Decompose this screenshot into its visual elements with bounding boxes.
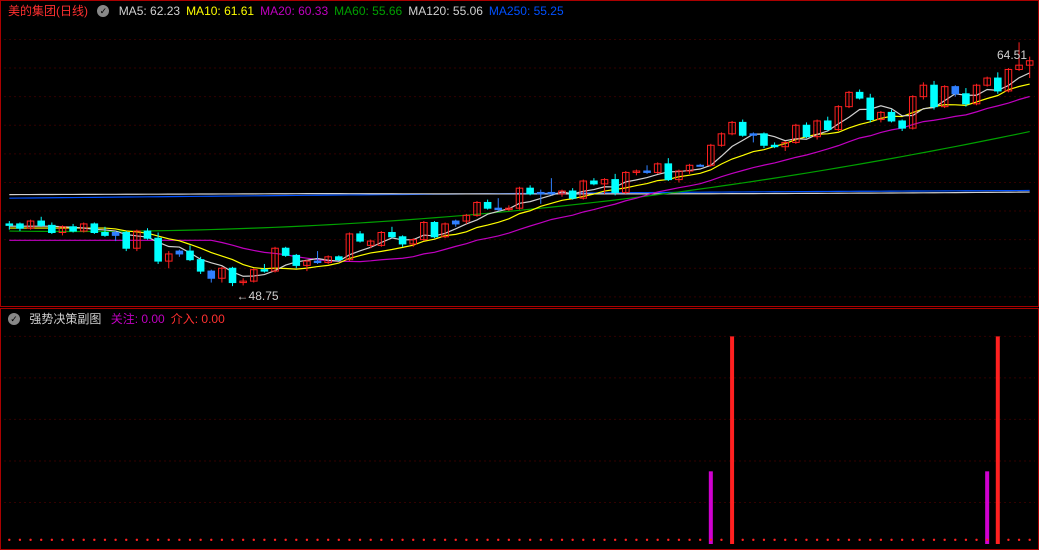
indicator-chart[interactable] — [0, 308, 1039, 550]
svg-text:←48.75: ←48.75 — [237, 289, 279, 303]
ma-label-ma250: MA250: 55.25 — [489, 4, 564, 18]
ma-label-ma10: MA10: 61.61 — [186, 4, 254, 18]
title-label: 美的集团(日线) — [8, 4, 88, 18]
indicator-label: 关注: 0.00 — [111, 312, 165, 326]
ma-label-ma5: MA5: 62.23 — [119, 4, 180, 18]
expand-icon[interactable]: ✓ — [97, 5, 109, 17]
expand-icon[interactable]: ✓ — [8, 313, 20, 325]
svg-text:64.51: 64.51 — [997, 48, 1027, 62]
indicator-label: 介入: 0.00 — [171, 312, 225, 326]
sub-header: ✓ 强势决策副图 关注: 0.00 介入: 0.00 — [8, 310, 237, 327]
main-header: 美的集团(日线) ✓ MA5: 62.23 MA10: 61.61 MA20: 60… — [8, 2, 576, 19]
chart-container: 美的集团(日线) ✓ MA5: 62.23 MA10: 61.61 MA20: 60… — [0, 0, 1039, 550]
candlestick-chart[interactable]: 64.51 ←48.75 — [0, 0, 1039, 307]
ma-label-ma120: MA120: 55.06 — [408, 4, 483, 18]
ma-label-ma60: MA60: 55.66 — [334, 4, 402, 18]
ma-label-ma20: MA20: 60.33 — [260, 4, 328, 18]
main-chart-panel[interactable]: 美的集团(日线) ✓ MA5: 62.23 MA10: 61.61 MA20: 60… — [0, 0, 1039, 307]
sub-title-label: 强势决策副图 — [29, 312, 101, 326]
sub-chart-panel[interactable]: ✓ 强势决策副图 关注: 0.00 介入: 0.00 — [0, 308, 1039, 550]
